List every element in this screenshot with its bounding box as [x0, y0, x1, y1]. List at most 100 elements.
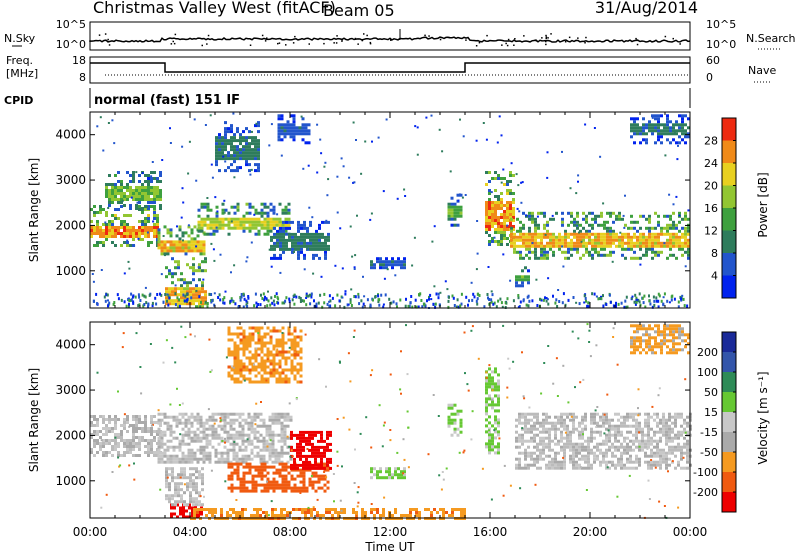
power-cell: [672, 224, 675, 227]
velocity-cell: [273, 490, 276, 493]
velocity-cell: [171, 503, 174, 506]
velocity-cell: [267, 351, 270, 354]
power-cell: [494, 195, 497, 198]
power-cell: [236, 139, 239, 142]
velocity-cell: [602, 422, 605, 425]
velocity-cell: [272, 455, 275, 458]
velocity-cell: [245, 419, 248, 422]
velocity-cell: [614, 467, 617, 470]
power-cell: [502, 169, 504, 171]
velocity-cell: [248, 422, 251, 425]
velocity-cell: [161, 458, 164, 461]
velocity-cell: [267, 333, 270, 336]
power-cell: [270, 236, 273, 239]
power-cell: [448, 300, 450, 303]
power-cell: [217, 296, 219, 299]
power-cell: [300, 227, 303, 230]
power-cell: [293, 126, 296, 129]
power-cell: [399, 299, 401, 302]
power-cell: [216, 221, 219, 224]
nsearch-point: [202, 45, 204, 47]
power-cell: [239, 154, 242, 157]
power-cell: [510, 233, 513, 236]
power-cell: [302, 126, 305, 129]
velocity-cell: [290, 458, 293, 461]
velocity-cell: [566, 437, 569, 440]
power-cell: [379, 260, 382, 263]
nsearch-point: [171, 43, 173, 45]
nsearch-point: [546, 36, 548, 38]
power-cell: [243, 230, 246, 233]
power-cell: [500, 216, 503, 219]
power-cell: [255, 293, 257, 296]
power-cell: [179, 228, 182, 231]
velocity-cell: [320, 464, 323, 467]
velocity-cell: [215, 437, 218, 440]
power-cell: [603, 254, 606, 257]
power-cell: [509, 171, 512, 174]
power-cell: [132, 174, 135, 177]
power-cell: [666, 123, 669, 126]
velocity-cell: [321, 487, 324, 490]
power-cell: [645, 227, 648, 230]
power-cell: [500, 237, 503, 240]
velocity-cell: [454, 422, 457, 425]
power-cell: [398, 264, 400, 266]
velocity-cell: [111, 418, 114, 421]
velocity-cell: [587, 449, 590, 452]
velocity-cell: [629, 416, 632, 419]
velocity-cell: [96, 433, 99, 436]
power-cell: [224, 133, 227, 136]
velocity-cell: [293, 458, 296, 461]
power-cell: [543, 224, 546, 227]
velocity-cell: [521, 434, 524, 437]
power-cell: [313, 299, 315, 302]
nsearch-point: [370, 43, 372, 45]
velocity-cell: [246, 342, 249, 345]
power-cell: [96, 244, 99, 247]
velocity-cell: [491, 403, 494, 406]
velocity-cell: [164, 455, 167, 458]
velocity-cell: [176, 455, 179, 458]
power-cell: [290, 129, 293, 132]
velocity-cell: [258, 472, 261, 475]
power-cell: [576, 251, 579, 254]
power-cell: [111, 220, 114, 223]
power-cell: [117, 180, 120, 183]
power-cell: [503, 228, 506, 231]
velocity-cell: [170, 458, 173, 461]
velocity-cell: [497, 418, 500, 421]
power-cell: [570, 242, 573, 245]
power-cell: [545, 234, 547, 236]
power-cell: [308, 132, 311, 135]
velocity-cell: [297, 490, 300, 493]
velocity-cell: [171, 470, 174, 473]
velocity-cell: [200, 513, 203, 516]
velocity-cell: [236, 419, 239, 422]
power-cell: [123, 204, 126, 207]
power-cell: [639, 132, 642, 135]
velocity-cell: [290, 419, 293, 422]
power-cell: [267, 218, 270, 221]
velocity-cell: [569, 437, 572, 440]
power-cell: [237, 227, 240, 230]
velocity-cell: [144, 418, 147, 421]
power-cell: [684, 239, 687, 242]
velocity-cell: [276, 484, 279, 487]
power-cell: [491, 204, 494, 207]
velocity-cell: [215, 431, 218, 434]
power-cell: [130, 293, 132, 296]
power-cell: [609, 236, 612, 239]
velocity-cell: [191, 422, 194, 425]
power-cell: [218, 148, 221, 151]
velocity-cell: [460, 425, 463, 428]
power-cell: [117, 171, 120, 174]
velocity-cell: [605, 440, 608, 443]
power-cell: [306, 233, 309, 236]
velocity-cell: [593, 458, 596, 461]
power-cell: [270, 257, 273, 260]
velocity-cell: [530, 428, 533, 431]
velocity-cell: [311, 446, 314, 449]
velocity-cell: [317, 464, 320, 467]
power-cell: [510, 239, 513, 242]
